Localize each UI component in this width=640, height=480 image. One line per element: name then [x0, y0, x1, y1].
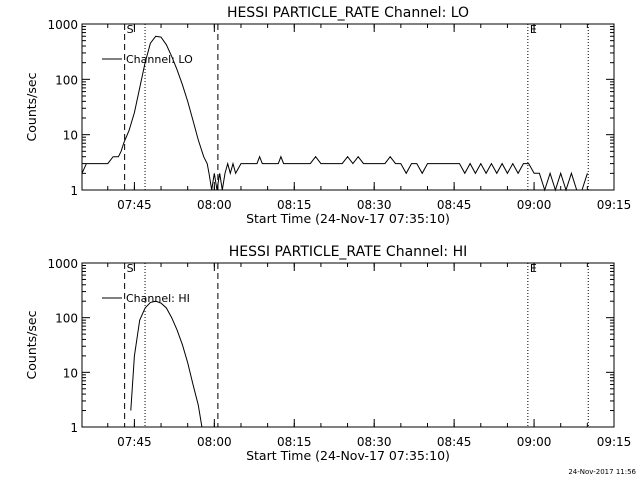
x-tick-label: 08:15 [277, 198, 312, 212]
chart-panel-hi: HESSI PARTICLE_RATE Channel: HI 1 10 100 100… [24, 244, 631, 463]
y-tick-label: 1 [70, 184, 78, 198]
x-axis-label: Start Time (24-Nov-17 07:35:10) [246, 211, 450, 226]
event-marker-label: E [530, 262, 537, 275]
y-tick-label: 10 [63, 366, 78, 380]
event-marker-label: S [127, 262, 134, 275]
chart-title: HESSI PARTICLE_RATE Channel: LO [227, 5, 469, 21]
x-tick-label: 08:30 [357, 198, 392, 212]
legend-label: Channel: LO [126, 53, 193, 66]
y-tick-label: 10 [63, 129, 78, 143]
x-tick-label: 09:15 [597, 435, 632, 449]
chart-title: HESSI PARTICLE_RATE Channel: HI [229, 244, 467, 260]
event-marker-label: E [530, 23, 537, 36]
x-axis-label: Start Time (24-Nov-17 07:35:10) [246, 448, 450, 463]
y-tick-label: 1000 [47, 18, 78, 32]
x-tick-label: 08:45 [437, 198, 472, 212]
y-axis-label: Counts/sec [24, 72, 39, 141]
series-line [130, 300, 203, 428]
plot-frame [81, 262, 615, 428]
x-tick-label: 08:45 [437, 435, 472, 449]
y-tick-label: 100 [55, 73, 78, 87]
y-tick-label: 1 [70, 421, 78, 435]
timestamp-label: 24-Nov-2017 11:56 [568, 468, 636, 476]
x-tick-label: 07:45 [117, 435, 152, 449]
x-tick-label: 08:15 [277, 435, 312, 449]
x-tick-label: 08:00 [197, 435, 232, 449]
x-tick-label: 09:00 [517, 198, 552, 212]
y-tick-label: 1000 [47, 257, 78, 271]
y-tick-label: 100 [55, 312, 78, 326]
legend-label: Channel: HI [126, 292, 190, 305]
event-marker-label: S [127, 23, 134, 36]
chart-panel-lo: HESSI PARTICLE_RATE Channel: LO 1 10 100 100… [24, 5, 631, 226]
x-tick-label: 09:15 [597, 198, 632, 212]
x-tick-label: 08:00 [197, 198, 232, 212]
x-tick-label: 09:00 [517, 435, 552, 449]
x-tick-label: 08:30 [357, 435, 392, 449]
plot-frame [81, 23, 615, 191]
series-line [81, 35, 588, 192]
x-tick-label: 07:45 [117, 198, 152, 212]
y-axis-label: Counts/sec [24, 310, 39, 379]
